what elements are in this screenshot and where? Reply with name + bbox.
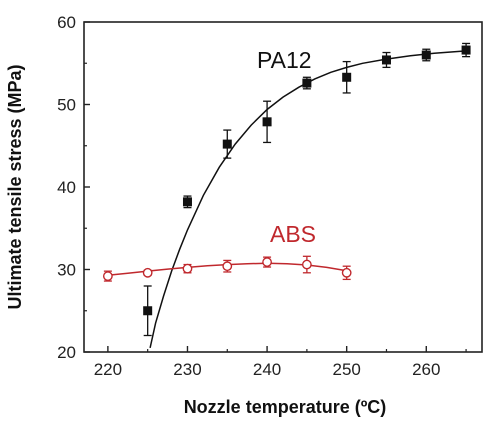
y-tick-label: 20 <box>57 343 76 362</box>
series-layer <box>102 42 471 349</box>
x-tick-label: 230 <box>173 360 201 379</box>
series-abs <box>102 255 352 282</box>
x-axis-title: Nozzle temperature (ºC) <box>184 397 387 417</box>
data-point-pa12 <box>381 55 391 65</box>
data-point-pa12 <box>143 306 153 316</box>
data-point-pa12 <box>461 45 471 55</box>
fit-line-pa12 <box>149 50 467 349</box>
series-label-abs: ABS <box>270 221 316 247</box>
data-point-pa12 <box>262 117 272 127</box>
data-point-pa12 <box>302 78 312 88</box>
data-point-abs <box>301 259 312 270</box>
series-pa12 <box>143 42 471 349</box>
y-tick-label: 40 <box>57 178 76 197</box>
x-tick-label: 240 <box>253 360 281 379</box>
x-tick-label: 250 <box>332 360 360 379</box>
data-point-abs <box>102 271 113 281</box>
x-axis-ticks: 220 230 240 250 260 <box>94 346 467 379</box>
x-tick-label: 220 <box>94 360 122 379</box>
data-point-abs <box>142 267 153 278</box>
y-axis-ticks: 20 30 40 50 60 <box>57 13 90 362</box>
data-point-abs <box>341 267 352 278</box>
series-label-pa12: PA12 <box>257 47 312 73</box>
data-point-pa12 <box>342 72 352 82</box>
y-tick-label: 60 <box>57 13 76 32</box>
data-point-pa12 <box>421 50 431 60</box>
y-axis-title: Ultimate tensile stress (MPa) <box>5 64 25 309</box>
data-point-abs <box>222 261 233 272</box>
data-point-abs <box>262 257 272 267</box>
y-tick-label: 50 <box>57 96 76 115</box>
data-point-pa12 <box>182 197 192 207</box>
x-tick-label: 260 <box>412 360 440 379</box>
y-tick-label: 30 <box>57 261 76 280</box>
data-point-abs <box>182 263 193 274</box>
data-point-pa12 <box>222 139 232 149</box>
